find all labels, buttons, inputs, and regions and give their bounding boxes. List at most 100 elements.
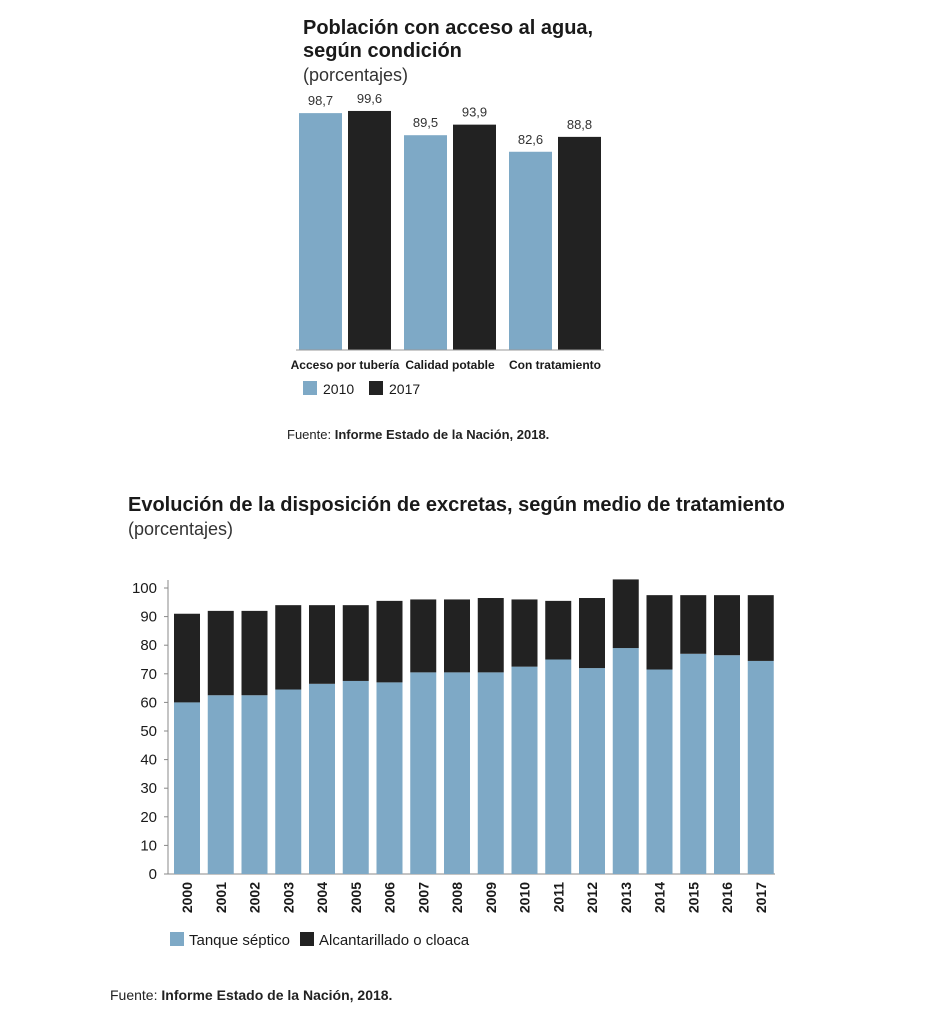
chart1-bar-2017-2 [558, 136, 601, 350]
chart2-bar-alcantarillado-2007 [410, 599, 437, 673]
chart1-bar-2010-0 [299, 113, 342, 351]
chart2-ytick-label: 100 [132, 580, 157, 597]
chart2-bar-tanque-2009 [477, 672, 504, 874]
chart2-bar-tanque-2000 [174, 702, 200, 874]
chart2-bar-alcantarillado-2012 [579, 598, 605, 669]
chart1-bar-2010-2 [509, 151, 552, 350]
chart2-xtick-label: 2013 [618, 882, 634, 913]
chart2-bar-tanque-2001 [207, 695, 234, 874]
chart2-legend-swatch-1 [300, 932, 314, 946]
chart2-subtitle: (porcentajes) [128, 519, 234, 539]
chart2-bar-alcantarillado-2011 [545, 600, 572, 660]
chart1-title-line2: según condición [303, 40, 462, 62]
chart2-bar-tanque-2012 [579, 668, 605, 874]
chart1-bar-2017-1 [453, 124, 496, 350]
chart2-bar-alcantarillado-2017 [747, 595, 774, 661]
chart2-ytick-label: 90 [140, 609, 157, 626]
chart2-bar-tanque-2005 [342, 680, 369, 874]
chart2-bar-tanque-2006 [376, 682, 403, 874]
chart1-bar-2017-0 [348, 110, 391, 351]
chart2-ytick-label: 20 [140, 809, 157, 826]
chart1-category-label: Acceso por tubería [291, 358, 400, 372]
chart1-legend-swatch-2017 [369, 381, 383, 395]
chart2-bar-alcantarillado-2006 [376, 600, 403, 683]
chart2-xtick-label: 2016 [719, 882, 735, 913]
chart2-ytick-label: 40 [140, 752, 157, 769]
chart2-title: Evolución de la disposición de excretas,… [128, 494, 785, 516]
chart2-xtick-label: 2001 [213, 882, 229, 913]
chart2-source-text: Informe Estado de la Nación, 2018. [161, 987, 393, 1003]
chart1-title: Población con acceso al agua, [303, 17, 594, 39]
chart2-bar-tanque-2015 [680, 653, 707, 874]
chart2-bar-alcantarillado-2001 [207, 610, 234, 696]
chart2-bar-tanque-2014 [646, 669, 673, 874]
chart2-bar-tanque-2004 [309, 683, 335, 874]
chart2-bar-alcantarillado-2000 [174, 613, 200, 703]
chart2-bar-alcantarillado-2003 [275, 605, 302, 690]
chart2-ytick-label: 0 [149, 866, 157, 883]
chart1-category-label: Calidad potable [405, 358, 495, 372]
chart1-data-label: 98,7 [308, 93, 333, 108]
chart2-bar-alcantarillado-2009 [477, 598, 504, 673]
chart2-ytick-label: 50 [140, 723, 157, 740]
chart1-data-label: 99,6 [357, 91, 382, 106]
chart2-bar-tanque-2010 [511, 666, 538, 874]
chart2-xtick-label: 2012 [584, 882, 600, 913]
chart1-legend-swatch-2010 [303, 381, 317, 395]
chart2-source-label: Fuente: [110, 987, 158, 1003]
chart2-ytick-label: 70 [140, 666, 157, 683]
chart2-legend-label: Tanque séptico [189, 932, 290, 949]
chart2-ytick-label: 80 [140, 637, 157, 654]
chart2-bar-alcantarillado-2008 [444, 599, 470, 673]
chart2-bar-alcantarillado-2014 [646, 595, 673, 670]
chart2-legend-swatch-0 [170, 932, 184, 946]
chart2-bar-alcantarillado-2005 [342, 605, 369, 681]
chart2-bar-alcantarillado-2016 [714, 595, 740, 656]
chart2-bar-tanque-2013 [612, 648, 639, 874]
chart2-source: Fuente: Informe Estado de la Nación, 201… [110, 987, 392, 1003]
chart2-xtick-label: 2009 [483, 882, 499, 913]
chart1-svg: 98,7 99,6 Acceso por tubería 89,5 93,9 Calida… [291, 91, 604, 397]
chart2-xtick-label: 2011 [550, 882, 566, 913]
chart2-bar-alcantarillado-2015 [680, 595, 707, 654]
chart2-bar-tanque-2008 [444, 672, 470, 874]
chart2-bar-tanque-2017 [747, 660, 774, 874]
chart2-xtick-label: 2004 [314, 882, 330, 913]
chart2-xtick-label: 2010 [517, 882, 533, 913]
chart2-xtick-label: 2005 [348, 882, 364, 913]
chart2-xtick-label: 2000 [179, 882, 195, 913]
chart2-bar-alcantarillado-2010 [511, 599, 538, 667]
chart2-xtick-label: 2002 [247, 882, 263, 913]
chart2-xtick-label: 2017 [753, 882, 769, 913]
chart2-bar-tanque-2016 [714, 655, 740, 874]
chart2-title-block: Evolución de la disposición de excretas,… [128, 494, 785, 540]
chart2-xtick-label: 2008 [449, 882, 465, 913]
chart2-ytick-label: 60 [140, 694, 157, 711]
chart2-xtick-label: 2015 [685, 882, 701, 913]
chart2-xtick-label: 2014 [652, 882, 668, 913]
chart1-source: Fuente: Informe Estado de la Nación, 201… [287, 427, 549, 442]
chart2-bar-alcantarillado-2013 [612, 579, 639, 649]
chart1-source-label: Fuente: [287, 427, 332, 442]
chart2-xtick-label: 2003 [280, 882, 296, 913]
chart1-data-label: 89,5 [413, 115, 438, 130]
chart2-bar-tanque-2002 [241, 695, 268, 874]
chart1-legend-label: 2010 [323, 381, 354, 397]
chart2-bar-alcantarillado-2002 [241, 610, 268, 696]
chart2-legend-label: Alcantarillado o cloaca [319, 932, 470, 949]
chart1-category-label: Con tratamiento [509, 358, 601, 372]
chart1-title-block: Población con acceso al agua, según cond… [303, 17, 593, 86]
chart2-bar-tanque-2007 [410, 672, 437, 874]
chart2-xtick-label: 2006 [382, 882, 398, 913]
chart2-xtick-label: 2007 [415, 882, 431, 913]
chart2-ytick-label: 10 [140, 837, 157, 854]
chart1-bar-2010-1 [404, 135, 447, 350]
chart2-bar-tanque-2003 [275, 689, 302, 874]
chart2-bar-tanque-2011 [545, 659, 572, 874]
chart1-source-text: Informe Estado de la Nación, 2018. [334, 427, 550, 442]
chart1-subtitle: (porcentajes) [303, 65, 409, 85]
chart2-svg: 0 10 20 30 40 50 60 70 80 90 100 2000 2001 2002 2003 20… [132, 579, 775, 949]
chart1-data-label: 88,8 [567, 117, 592, 132]
chart1-data-label: 82,6 [518, 132, 543, 147]
chart1-legend-label: 2017 [389, 381, 420, 397]
